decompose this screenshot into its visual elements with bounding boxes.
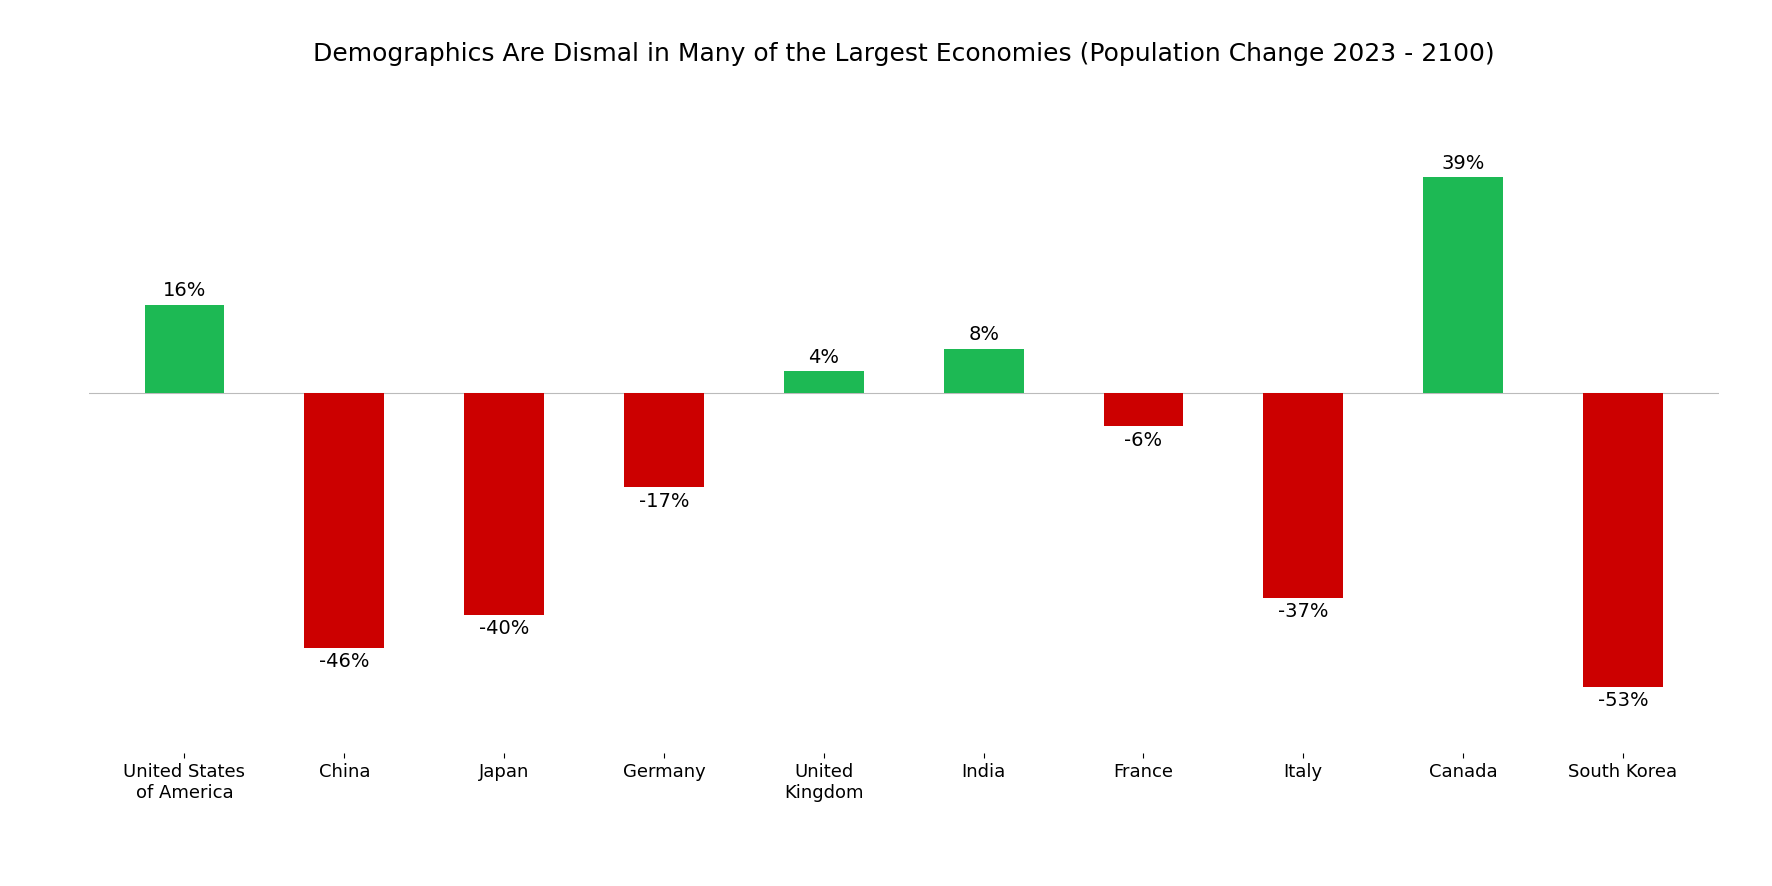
Text: -46%: -46% bbox=[319, 652, 370, 672]
Bar bbox=[624, 393, 703, 487]
Text: 16%: 16% bbox=[163, 281, 206, 300]
Bar bbox=[1104, 393, 1184, 426]
Text: -37%: -37% bbox=[1278, 602, 1329, 621]
Title: Demographics Are Dismal in Many of the Largest Economies (Population Change 2023: Demographics Are Dismal in Many of the L… bbox=[314, 42, 1494, 66]
Bar bbox=[464, 393, 544, 615]
Text: -40%: -40% bbox=[478, 619, 530, 638]
Text: 8%: 8% bbox=[968, 325, 999, 345]
Text: 39%: 39% bbox=[1441, 154, 1485, 173]
Bar bbox=[944, 349, 1024, 393]
Text: -53%: -53% bbox=[1598, 691, 1648, 710]
Bar bbox=[305, 393, 385, 648]
Bar bbox=[145, 305, 225, 393]
Bar bbox=[1423, 177, 1503, 393]
Bar bbox=[1582, 393, 1662, 687]
Text: -6%: -6% bbox=[1125, 431, 1162, 450]
Bar bbox=[783, 371, 863, 393]
Text: -17%: -17% bbox=[638, 492, 689, 510]
Text: 4%: 4% bbox=[808, 347, 840, 367]
Bar bbox=[1263, 393, 1343, 598]
